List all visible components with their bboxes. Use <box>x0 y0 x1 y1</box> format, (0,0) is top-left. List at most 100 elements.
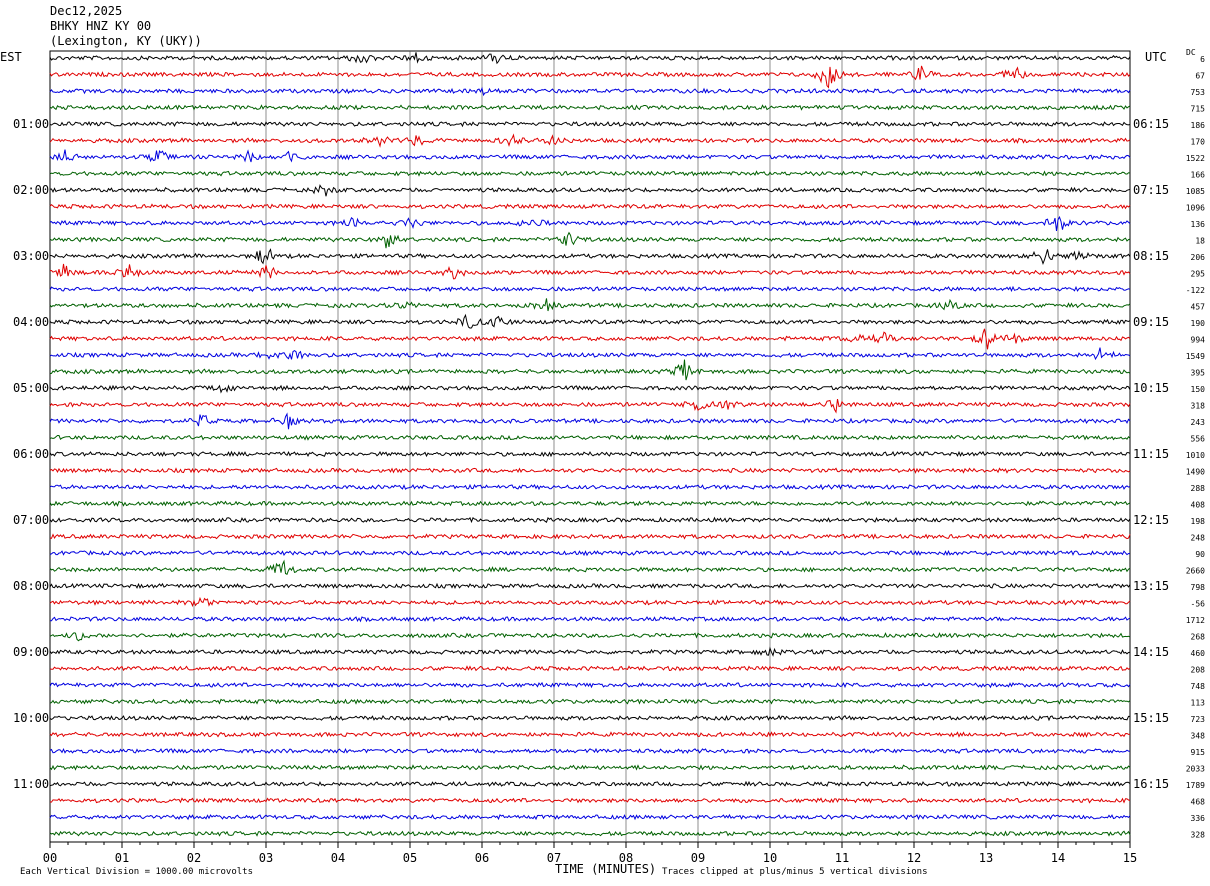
dc-offset-label: 1549 <box>1186 352 1205 361</box>
dc-offset-label: 468 <box>1191 798 1206 807</box>
trace-row-23 <box>49 434 1131 441</box>
dc-offset-label: 915 <box>1191 748 1206 757</box>
trace-row-13 <box>49 263 1131 280</box>
x-tick-label: 07 <box>547 851 561 865</box>
dc-offset-label: 460 <box>1191 649 1206 658</box>
x-tick-label: 14 <box>1051 851 1065 865</box>
trace-row-7 <box>49 170 1131 177</box>
trace-row-41 <box>49 731 1131 738</box>
x-tick-label: 05 <box>403 851 417 865</box>
trace-row-22 <box>49 412 1131 430</box>
trace-row-38 <box>49 681 1131 689</box>
right-hour-label: 08:15 <box>1133 249 1169 263</box>
dc-offset-label: 2660 <box>1186 567 1205 576</box>
trace-row-43 <box>49 764 1131 771</box>
x-tick-label: 06 <box>475 851 489 865</box>
left-hour-label: 09:00 <box>13 645 49 659</box>
x-tick-label: 15 <box>1123 851 1137 865</box>
right-hour-label: 09:15 <box>1133 315 1169 329</box>
trace-row-31 <box>49 559 1131 576</box>
dc-offset-label: 753 <box>1191 88 1206 97</box>
dc-offset-label: 243 <box>1191 418 1206 427</box>
trace-row-8 <box>49 184 1131 197</box>
trace-row-34 <box>50 615 1131 623</box>
trace-row-10 <box>49 215 1131 231</box>
trace-row-17 <box>49 328 1131 350</box>
trace-row-47 <box>49 830 1131 837</box>
x-tick-label: 11 <box>835 851 849 865</box>
dc-offset-label: 723 <box>1191 715 1206 724</box>
left-hour-label: 07:00 <box>13 513 49 527</box>
trace-row-20 <box>49 384 1131 394</box>
dc-offset-label: 166 <box>1191 171 1206 180</box>
chart-station: BHKY HNZ KY 00 <box>50 19 152 33</box>
trace-row-26 <box>49 483 1131 491</box>
dc-offset-label: 748 <box>1191 682 1206 691</box>
trace-row-16 <box>49 313 1131 329</box>
dc-offset-label: 136 <box>1191 220 1206 229</box>
x-tick-label: 08 <box>619 851 633 865</box>
dc-offset-label: 6 <box>1200 55 1205 64</box>
left-hour-label: 01:00 <box>13 117 49 131</box>
plot-frame <box>49 50 1131 843</box>
x-tick-label: 00 <box>43 851 57 865</box>
dc-offset-label: 186 <box>1191 121 1206 130</box>
right-hour-label: 11:15 <box>1133 447 1169 461</box>
trace-row-19 <box>49 359 1131 381</box>
dc-offset-label: 798 <box>1191 583 1206 592</box>
trace-row-11 <box>49 231 1131 249</box>
dc-offset-label: -56 <box>1191 600 1206 609</box>
x-tick-label: 04 <box>331 851 345 865</box>
x-tick-label: 03 <box>259 851 273 865</box>
trace-row-1 <box>49 65 1131 89</box>
dc-offset-label: 328 <box>1191 831 1206 840</box>
dc-offset-label: 2033 <box>1186 765 1205 774</box>
dc-offset-label: 1789 <box>1186 781 1205 790</box>
trace-row-45 <box>49 797 1131 804</box>
right-timezone-label: UTC <box>1145 50 1167 64</box>
left-hour-label: 10:00 <box>13 711 49 725</box>
dc-offset-label: 994 <box>1191 336 1206 345</box>
trace-row-36 <box>49 646 1131 657</box>
trace-row-14 <box>49 285 1131 293</box>
footer-left-note: Each Vertical Division = 1000.00 microvo… <box>20 867 253 877</box>
trace-row-21 <box>49 399 1131 414</box>
trace-row-42 <box>49 747 1131 755</box>
trace-row-27 <box>49 500 1131 507</box>
dc-offset-label: 556 <box>1191 435 1206 444</box>
x-tick-label: 12 <box>907 851 921 865</box>
dc-offset-label: 457 <box>1191 303 1206 312</box>
trace-row-18 <box>49 347 1131 361</box>
dc-offset-label: 336 <box>1191 814 1206 823</box>
left-hour-label: 11:00 <box>13 777 49 791</box>
dc-label: DC <box>1186 48 1196 57</box>
trace-row-40 <box>49 714 1130 722</box>
trace-row-39 <box>49 698 1131 705</box>
trace-row-5 <box>49 133 1131 148</box>
trace-row-2 <box>49 86 1131 97</box>
trace-row-6 <box>49 149 1131 163</box>
dc-offset-label: 268 <box>1191 633 1206 642</box>
x-tick-label: 10 <box>763 851 777 865</box>
right-hour-label: 14:15 <box>1133 645 1169 659</box>
dc-offset-label: 288 <box>1191 484 1206 493</box>
trace-row-30 <box>49 549 1131 557</box>
left-hour-label: 08:00 <box>13 579 49 593</box>
left-hour-label: 03:00 <box>13 249 49 263</box>
right-hour-label: 15:15 <box>1133 711 1169 725</box>
dc-offset-label: 1085 <box>1186 187 1205 196</box>
dc-offset-label: 18 <box>1195 237 1205 246</box>
dc-offset-label: 150 <box>1191 385 1206 394</box>
x-axis-title: TIME (MINUTES) <box>555 862 657 876</box>
trace-row-3 <box>49 104 1131 111</box>
x-tick-label: 09 <box>691 851 705 865</box>
dc-offset-label: 295 <box>1191 270 1206 279</box>
right-hour-label: 06:15 <box>1133 117 1169 131</box>
dc-offset-label: -122 <box>1186 286 1205 295</box>
dc-offset-label: 1712 <box>1186 616 1205 625</box>
dc-offset-label: 170 <box>1191 138 1206 147</box>
trace-row-29 <box>49 533 1131 540</box>
x-tick-label: 01 <box>115 851 129 865</box>
dc-offset-label: 408 <box>1191 501 1206 510</box>
